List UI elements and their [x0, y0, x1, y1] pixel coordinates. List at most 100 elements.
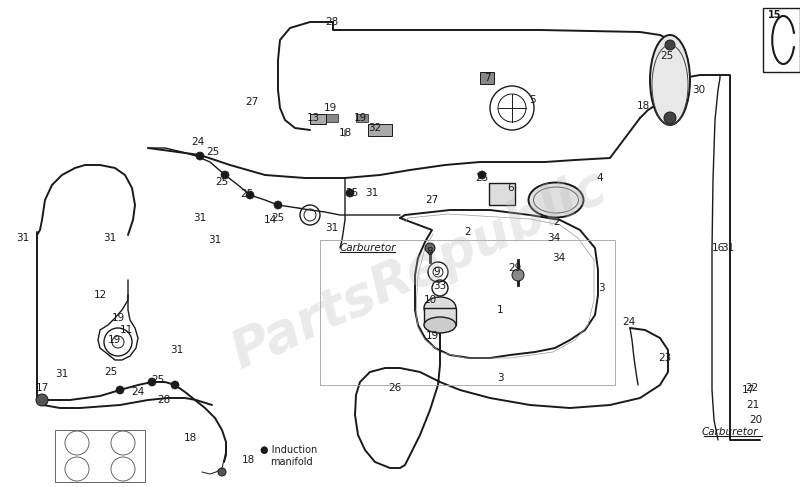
Text: 31: 31: [208, 235, 222, 245]
Text: 34: 34: [547, 233, 561, 243]
Circle shape: [478, 171, 486, 179]
Text: 5: 5: [530, 95, 536, 105]
Text: 1: 1: [497, 305, 503, 315]
Bar: [368, 124, 392, 136]
Text: 24: 24: [131, 387, 145, 397]
Ellipse shape: [424, 317, 456, 333]
Text: 3: 3: [598, 283, 604, 293]
Text: 25: 25: [271, 213, 285, 223]
Bar: [480, 72, 494, 84]
Text: 3: 3: [497, 373, 503, 383]
Text: 25: 25: [240, 189, 254, 199]
Circle shape: [346, 189, 354, 197]
Text: 4: 4: [597, 173, 603, 183]
Circle shape: [116, 386, 124, 394]
Circle shape: [196, 152, 204, 160]
Text: 18: 18: [242, 455, 254, 465]
Ellipse shape: [529, 183, 583, 218]
Text: 31: 31: [170, 345, 184, 355]
Circle shape: [512, 269, 524, 281]
Text: 31: 31: [194, 213, 206, 223]
Text: 19: 19: [107, 335, 121, 345]
Text: 14: 14: [263, 215, 277, 225]
Bar: [310, 114, 326, 124]
Text: PartsRepublic: PartsRepublic: [224, 160, 616, 380]
Text: 31: 31: [366, 188, 378, 198]
Bar: [356, 114, 368, 122]
Text: 19: 19: [354, 113, 366, 123]
Text: 11: 11: [119, 325, 133, 335]
Text: ● Induction: ● Induction: [260, 445, 318, 455]
Circle shape: [36, 394, 48, 406]
Bar: [320, 240, 615, 385]
Bar: [326, 114, 338, 122]
Text: 31: 31: [55, 369, 69, 379]
Bar: [320, 240, 615, 385]
Bar: [55, 430, 145, 482]
Text: 16: 16: [711, 243, 725, 253]
Text: 12: 12: [94, 290, 106, 300]
Text: 31: 31: [722, 243, 734, 253]
Text: 34: 34: [552, 253, 566, 263]
Text: 27: 27: [426, 195, 438, 205]
Text: 28: 28: [158, 395, 170, 405]
Text: 25: 25: [104, 367, 118, 377]
Text: Carburetor: Carburetor: [340, 243, 397, 253]
Text: 25: 25: [215, 177, 229, 187]
Text: 10: 10: [423, 295, 437, 305]
Text: 25: 25: [346, 188, 358, 198]
Text: 23: 23: [658, 353, 672, 363]
Text: 7: 7: [484, 73, 490, 83]
Ellipse shape: [650, 35, 690, 125]
Circle shape: [665, 40, 675, 50]
Text: 33: 33: [434, 281, 446, 291]
Circle shape: [148, 378, 156, 386]
Text: 25: 25: [151, 375, 165, 385]
Text: 6: 6: [508, 183, 514, 193]
Text: 29: 29: [508, 263, 522, 273]
Text: 2: 2: [465, 227, 471, 237]
Text: 17: 17: [35, 383, 49, 393]
Text: 17: 17: [742, 385, 754, 395]
Text: manifold: manifold: [270, 457, 313, 467]
Circle shape: [425, 243, 435, 253]
Text: 19: 19: [111, 313, 125, 323]
Text: 31: 31: [326, 223, 338, 233]
Circle shape: [246, 191, 254, 199]
Text: 25: 25: [475, 173, 489, 183]
Circle shape: [171, 381, 179, 389]
Text: 19: 19: [426, 331, 438, 341]
Bar: [489, 183, 515, 205]
Text: 22: 22: [746, 383, 758, 393]
Text: 9: 9: [434, 267, 440, 277]
Circle shape: [218, 468, 226, 476]
Circle shape: [221, 171, 229, 179]
Text: 20: 20: [750, 415, 762, 425]
Ellipse shape: [424, 297, 456, 319]
Text: 18: 18: [183, 433, 197, 443]
Text: 30: 30: [693, 85, 706, 95]
Text: 8: 8: [426, 247, 434, 257]
Text: 24: 24: [622, 317, 636, 327]
Text: 28: 28: [326, 17, 338, 27]
Bar: [424, 308, 456, 325]
Text: 21: 21: [746, 400, 760, 410]
Text: 19: 19: [323, 103, 337, 113]
Bar: [763, 8, 800, 72]
Text: 25: 25: [206, 147, 220, 157]
Circle shape: [664, 112, 676, 124]
Text: 26: 26: [388, 383, 402, 393]
Text: 15: 15: [768, 10, 782, 20]
Text: 31: 31: [16, 233, 30, 243]
Text: 18: 18: [338, 128, 352, 138]
Text: 32: 32: [368, 123, 382, 133]
Text: 31: 31: [103, 233, 117, 243]
Text: 18: 18: [636, 101, 650, 111]
Text: 13: 13: [306, 113, 320, 123]
Text: 24: 24: [191, 137, 205, 147]
Text: 25: 25: [660, 51, 674, 61]
Circle shape: [274, 201, 282, 209]
Text: 27: 27: [246, 97, 258, 107]
Text: Carburetor: Carburetor: [702, 427, 758, 437]
Text: 2: 2: [554, 217, 560, 227]
